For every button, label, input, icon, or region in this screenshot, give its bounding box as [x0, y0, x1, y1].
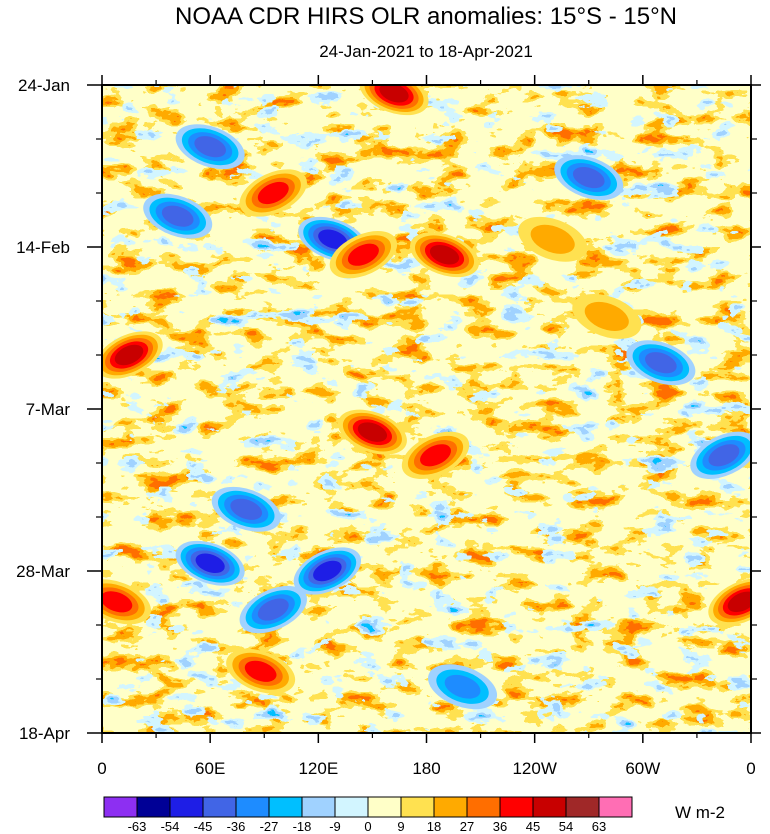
- colorbar-label: 36: [493, 819, 507, 834]
- anomaly-feature: [428, 664, 498, 710]
- anomaly-contour: [318, 229, 348, 250]
- y-tick-label: 14-Feb: [16, 238, 70, 257]
- anomaly-feature: [410, 232, 480, 278]
- anomaly-contour: [194, 136, 227, 158]
- plot-area: [102, 85, 751, 733]
- colorbar-label: -18: [293, 819, 312, 834]
- anomaly-contour: [195, 553, 225, 574]
- anomaly-contour: [379, 85, 409, 103]
- y-tick-label: 18-Apr: [19, 724, 70, 743]
- anomaly-feature: [239, 169, 307, 217]
- colorbar-label: 63: [592, 819, 606, 834]
- colorbar-label: 45: [526, 819, 540, 834]
- anomaly-contour: [727, 591, 751, 613]
- anomaly-feature: [572, 293, 642, 339]
- colorbar-label: -9: [329, 819, 341, 834]
- colorbar-swatch: [202, 796, 237, 818]
- colorbar-label: -45: [194, 819, 213, 834]
- anomaly-band: [102, 85, 751, 733]
- colorbar-swatch: [103, 796, 138, 818]
- colorbar-swatch: [598, 796, 633, 818]
- x-tick-label: 180: [412, 759, 440, 778]
- colorbar-label: 27: [460, 819, 474, 834]
- anomaly-feature: [226, 648, 296, 694]
- colorbar-swatch: [466, 796, 501, 818]
- y-axis: 24-Jan 14-Feb 7-Mar 28-Mar 18-Apr: [16, 76, 761, 743]
- anomaly-feature: [293, 547, 362, 595]
- anomaly-feature: [518, 216, 588, 262]
- anomaly-feature: [690, 431, 751, 479]
- chart-subtitle: 24-Jan-2021 to 18-Apr-2021: [319, 42, 533, 61]
- y-tick-label: 24-Jan: [18, 76, 70, 95]
- anomaly-feature: [337, 409, 407, 455]
- anomaly-feature: [626, 340, 696, 386]
- anomaly-contour: [357, 422, 388, 442]
- colorbar-swatch: [169, 796, 204, 818]
- x-tick-label: 0: [746, 759, 755, 778]
- anomaly-feature: [211, 486, 281, 532]
- colorbar-swatch: [400, 796, 435, 818]
- x-tick-label: 60E: [195, 759, 225, 778]
- colorbar-label: -36: [227, 819, 246, 834]
- colorbar-label: -63: [128, 819, 147, 834]
- colorbar-swatch: [301, 796, 336, 818]
- colorbar-units: W m-2: [675, 803, 725, 822]
- colorbar-swatch: [235, 796, 270, 818]
- colorbar-swatch: [433, 796, 468, 818]
- anomaly-feature: [143, 193, 213, 239]
- anomaly-contour: [420, 444, 451, 467]
- anomaly-contour: [444, 674, 481, 699]
- x-tick-label: 120E: [298, 759, 338, 778]
- anomaly-contour: [244, 660, 277, 682]
- colorbar-label: 54: [559, 819, 573, 834]
- colorbar-swatch: [136, 796, 171, 818]
- colorbar-swatch: [565, 796, 600, 818]
- anomaly-feature: [175, 540, 245, 586]
- colorbar-label: -54: [161, 819, 180, 834]
- anomaly-texture-layers: [102, 85, 751, 733]
- anomaly-contour: [429, 244, 460, 265]
- colorbar-swatch: [268, 796, 303, 818]
- anomaly-contour: [257, 598, 289, 621]
- chart-title: NOAA CDR HIRS OLR anomalies: 15°S - 15°N: [175, 3, 677, 30]
- x-tick-label: 60W: [625, 759, 660, 778]
- anomaly-contour: [161, 205, 194, 227]
- anomaly-contour: [572, 167, 605, 189]
- colorbar-swatch: [334, 796, 369, 818]
- anomaly-contour: [230, 498, 263, 520]
- anomaly-contour: [530, 224, 575, 254]
- y-tick-label: 7-Mar: [26, 400, 71, 419]
- x-axis: 0 60E 120E 180 120W 60W 0: [97, 75, 756, 778]
- anomaly-feature: [359, 85, 429, 116]
- anomaly-contour: [584, 301, 629, 331]
- colorbar-label: 18: [427, 819, 441, 834]
- anomaly-feature: [175, 124, 245, 170]
- colorbar-swatch: [367, 796, 402, 818]
- anomaly-feature: [239, 585, 307, 634]
- anomaly-contour: [102, 591, 133, 613]
- anomaly-feature: [554, 155, 624, 201]
- x-tick-label: 0: [97, 759, 106, 778]
- anomaly-contour: [347, 243, 379, 266]
- x-tick-label: 120W: [512, 759, 556, 778]
- colorbar-label: 0: [364, 819, 371, 834]
- anomaly-contour: [708, 444, 740, 467]
- anomaly-feature: [401, 431, 470, 479]
- anomaly-contour: [645, 352, 677, 374]
- colorbar: -63 -54 -45 -36 -27 -18 -9 0 9 18 27 36 45 54 63: [103, 796, 633, 834]
- colorbar-label: 9: [397, 819, 404, 834]
- anomaly-features: [102, 85, 751, 710]
- colorbar-swatch: [532, 796, 567, 818]
- anomaly-feature: [329, 231, 398, 279]
- anomaly-contour: [257, 181, 289, 205]
- anomaly-contour: [313, 560, 342, 582]
- anomaly-feature: [708, 578, 751, 626]
- anomaly-contour: [114, 344, 144, 366]
- colorbar-label: -27: [260, 819, 279, 834]
- y-tick-label: 28-Mar: [16, 562, 70, 581]
- anomaly-feature: [102, 331, 163, 379]
- colorbar-swatch: [499, 796, 534, 818]
